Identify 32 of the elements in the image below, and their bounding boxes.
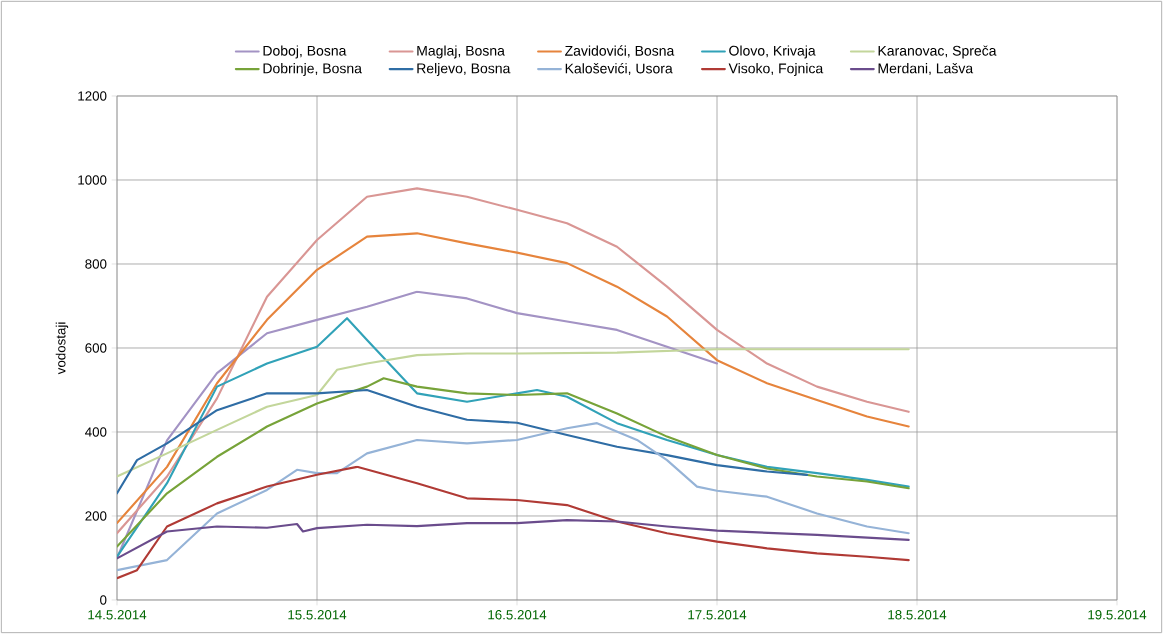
legend-label: Kaloševići, Usora [565, 62, 673, 76]
line-series [117, 422, 910, 572]
legend-label: Zavidovići, Bosna [565, 45, 675, 58]
legend-label: Olovo, Krivaja [729, 45, 816, 59]
line-series [117, 388, 809, 495]
legend-label: Merdani, Lašva [878, 63, 974, 76]
y-tick-label: 1200 [78, 91, 107, 101]
legend-label: Visoko, Fojnica [728, 63, 824, 77]
x-tick-label: 16.5.2014 [488, 610, 547, 620]
legend-label: Dobrinje, Bosna [263, 63, 362, 77]
x-tick-label: 17.5.2014 [688, 610, 747, 620]
x-tick-label: 15.5.2014 [288, 610, 347, 620]
y-tick-label: 800 [85, 259, 107, 269]
line-series [117, 232, 910, 525]
line-series [117, 317, 910, 558]
line-series [117, 187, 910, 535]
line-series [117, 519, 910, 560]
legend-label: Karanovac, Spreča [878, 45, 997, 59]
legend-label: Doboj, Bosna [263, 45, 347, 59]
legend-label: Reljevo, Bosna [417, 63, 511, 77]
y-tick-label: 600 [85, 343, 107, 353]
line-series [117, 465, 910, 580]
y-tick-label: 0 [100, 595, 107, 605]
y-tick-label: 1000 [78, 175, 107, 185]
x-tick-label: 19.5.2014 [1088, 610, 1147, 620]
y-tick-label: 200 [85, 511, 107, 521]
y-tick-label: 400 [85, 427, 107, 437]
x-tick-label: 18.5.2014 [888, 610, 947, 620]
x-tick-label: 14.5.2014 [88, 610, 147, 620]
y-axis-title: vodostaji [55, 322, 69, 375]
line-series [117, 377, 910, 548]
legend-label: Maglaj, Bosna [417, 45, 505, 59]
